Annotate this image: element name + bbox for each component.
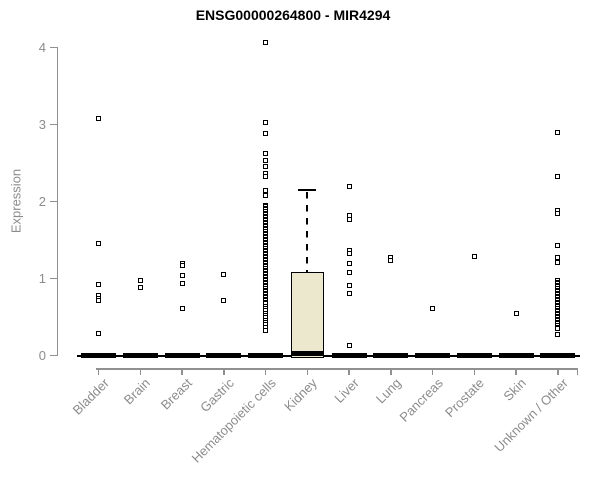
x-axis-tick xyxy=(515,368,517,375)
collapsed-box-bar xyxy=(373,353,409,358)
data-point xyxy=(555,242,561,248)
data-point xyxy=(137,285,143,291)
data-point xyxy=(263,188,269,194)
data-point xyxy=(179,262,185,268)
y-tick-label: 4 xyxy=(38,40,46,55)
x-axis-tick xyxy=(390,368,392,375)
data-point xyxy=(346,250,352,256)
y-tick-label: 3 xyxy=(38,117,46,132)
data-point xyxy=(263,173,269,179)
x-axis-tick xyxy=(181,368,183,375)
collapsed-box-bar xyxy=(415,353,451,358)
data-point xyxy=(430,306,436,312)
x-axis-tick xyxy=(223,368,225,375)
data-point xyxy=(221,298,227,304)
data-point xyxy=(555,211,561,217)
data-point xyxy=(263,39,269,45)
data-point xyxy=(263,151,269,157)
x-axis-line xyxy=(96,368,578,370)
data-point xyxy=(96,241,102,247)
whisker-cap xyxy=(298,188,317,192)
data-point xyxy=(96,330,102,336)
collapsed-box-bar xyxy=(122,353,158,358)
data-point xyxy=(346,342,352,348)
collapsed-box-bar xyxy=(540,353,576,358)
data-point xyxy=(513,310,519,316)
data-point xyxy=(96,298,102,304)
data-point xyxy=(555,255,561,261)
collapsed-box-bar xyxy=(331,353,367,358)
data-point xyxy=(263,327,269,333)
x-axis-tick xyxy=(431,368,434,375)
y-tick-label: 2 xyxy=(38,194,46,209)
x-axis-tick xyxy=(306,368,309,375)
collapsed-box-bar xyxy=(164,353,200,358)
y-axis-tick xyxy=(50,123,57,126)
data-point xyxy=(555,332,561,338)
data-point xyxy=(555,129,561,135)
data-point xyxy=(346,216,352,222)
y-tick-label: 1 xyxy=(38,271,46,286)
data-point xyxy=(555,259,561,265)
median-line xyxy=(290,351,324,357)
data-point xyxy=(346,261,352,267)
data-point xyxy=(179,272,185,278)
x-axis-tick xyxy=(97,368,100,375)
data-point xyxy=(471,254,477,260)
x-axis-tick xyxy=(264,368,267,375)
data-point xyxy=(263,120,269,126)
x-axis-end-tick xyxy=(576,368,578,375)
data-point xyxy=(263,131,269,137)
data-point xyxy=(346,291,352,297)
chart-title: ENSG00000264800 - MIR4294 xyxy=(195,7,391,23)
y-tick-label: 0 xyxy=(38,348,46,363)
data-point xyxy=(179,306,185,312)
data-point xyxy=(555,326,561,332)
collapsed-box-bar xyxy=(456,353,492,358)
data-point xyxy=(346,269,352,275)
collapsed-box-bar xyxy=(206,353,242,358)
y-axis-tick xyxy=(50,46,57,49)
data-point xyxy=(137,278,143,284)
y-axis-tick xyxy=(50,354,57,357)
x-axis-tick xyxy=(348,368,350,375)
data-point xyxy=(263,192,269,198)
data-point xyxy=(96,282,102,288)
data-point xyxy=(346,184,352,190)
x-axis-tick xyxy=(139,368,142,375)
data-point xyxy=(96,115,102,121)
data-point xyxy=(221,272,227,278)
data-point xyxy=(263,158,269,164)
y-axis-tick xyxy=(50,277,57,280)
data-point xyxy=(555,174,561,180)
data-point xyxy=(388,258,394,264)
y-axis-line xyxy=(56,47,58,356)
upper-whisker xyxy=(306,191,309,272)
x-axis-tick xyxy=(557,368,559,375)
collapsed-box-bar xyxy=(81,353,117,358)
x-axis-tick xyxy=(473,368,476,375)
box xyxy=(290,271,324,358)
y-axis-tick xyxy=(50,200,57,203)
collapsed-box-bar xyxy=(248,353,284,358)
collapsed-box-bar xyxy=(498,353,534,358)
data-point xyxy=(346,282,352,288)
data-point xyxy=(179,280,185,286)
data-point xyxy=(263,164,269,170)
